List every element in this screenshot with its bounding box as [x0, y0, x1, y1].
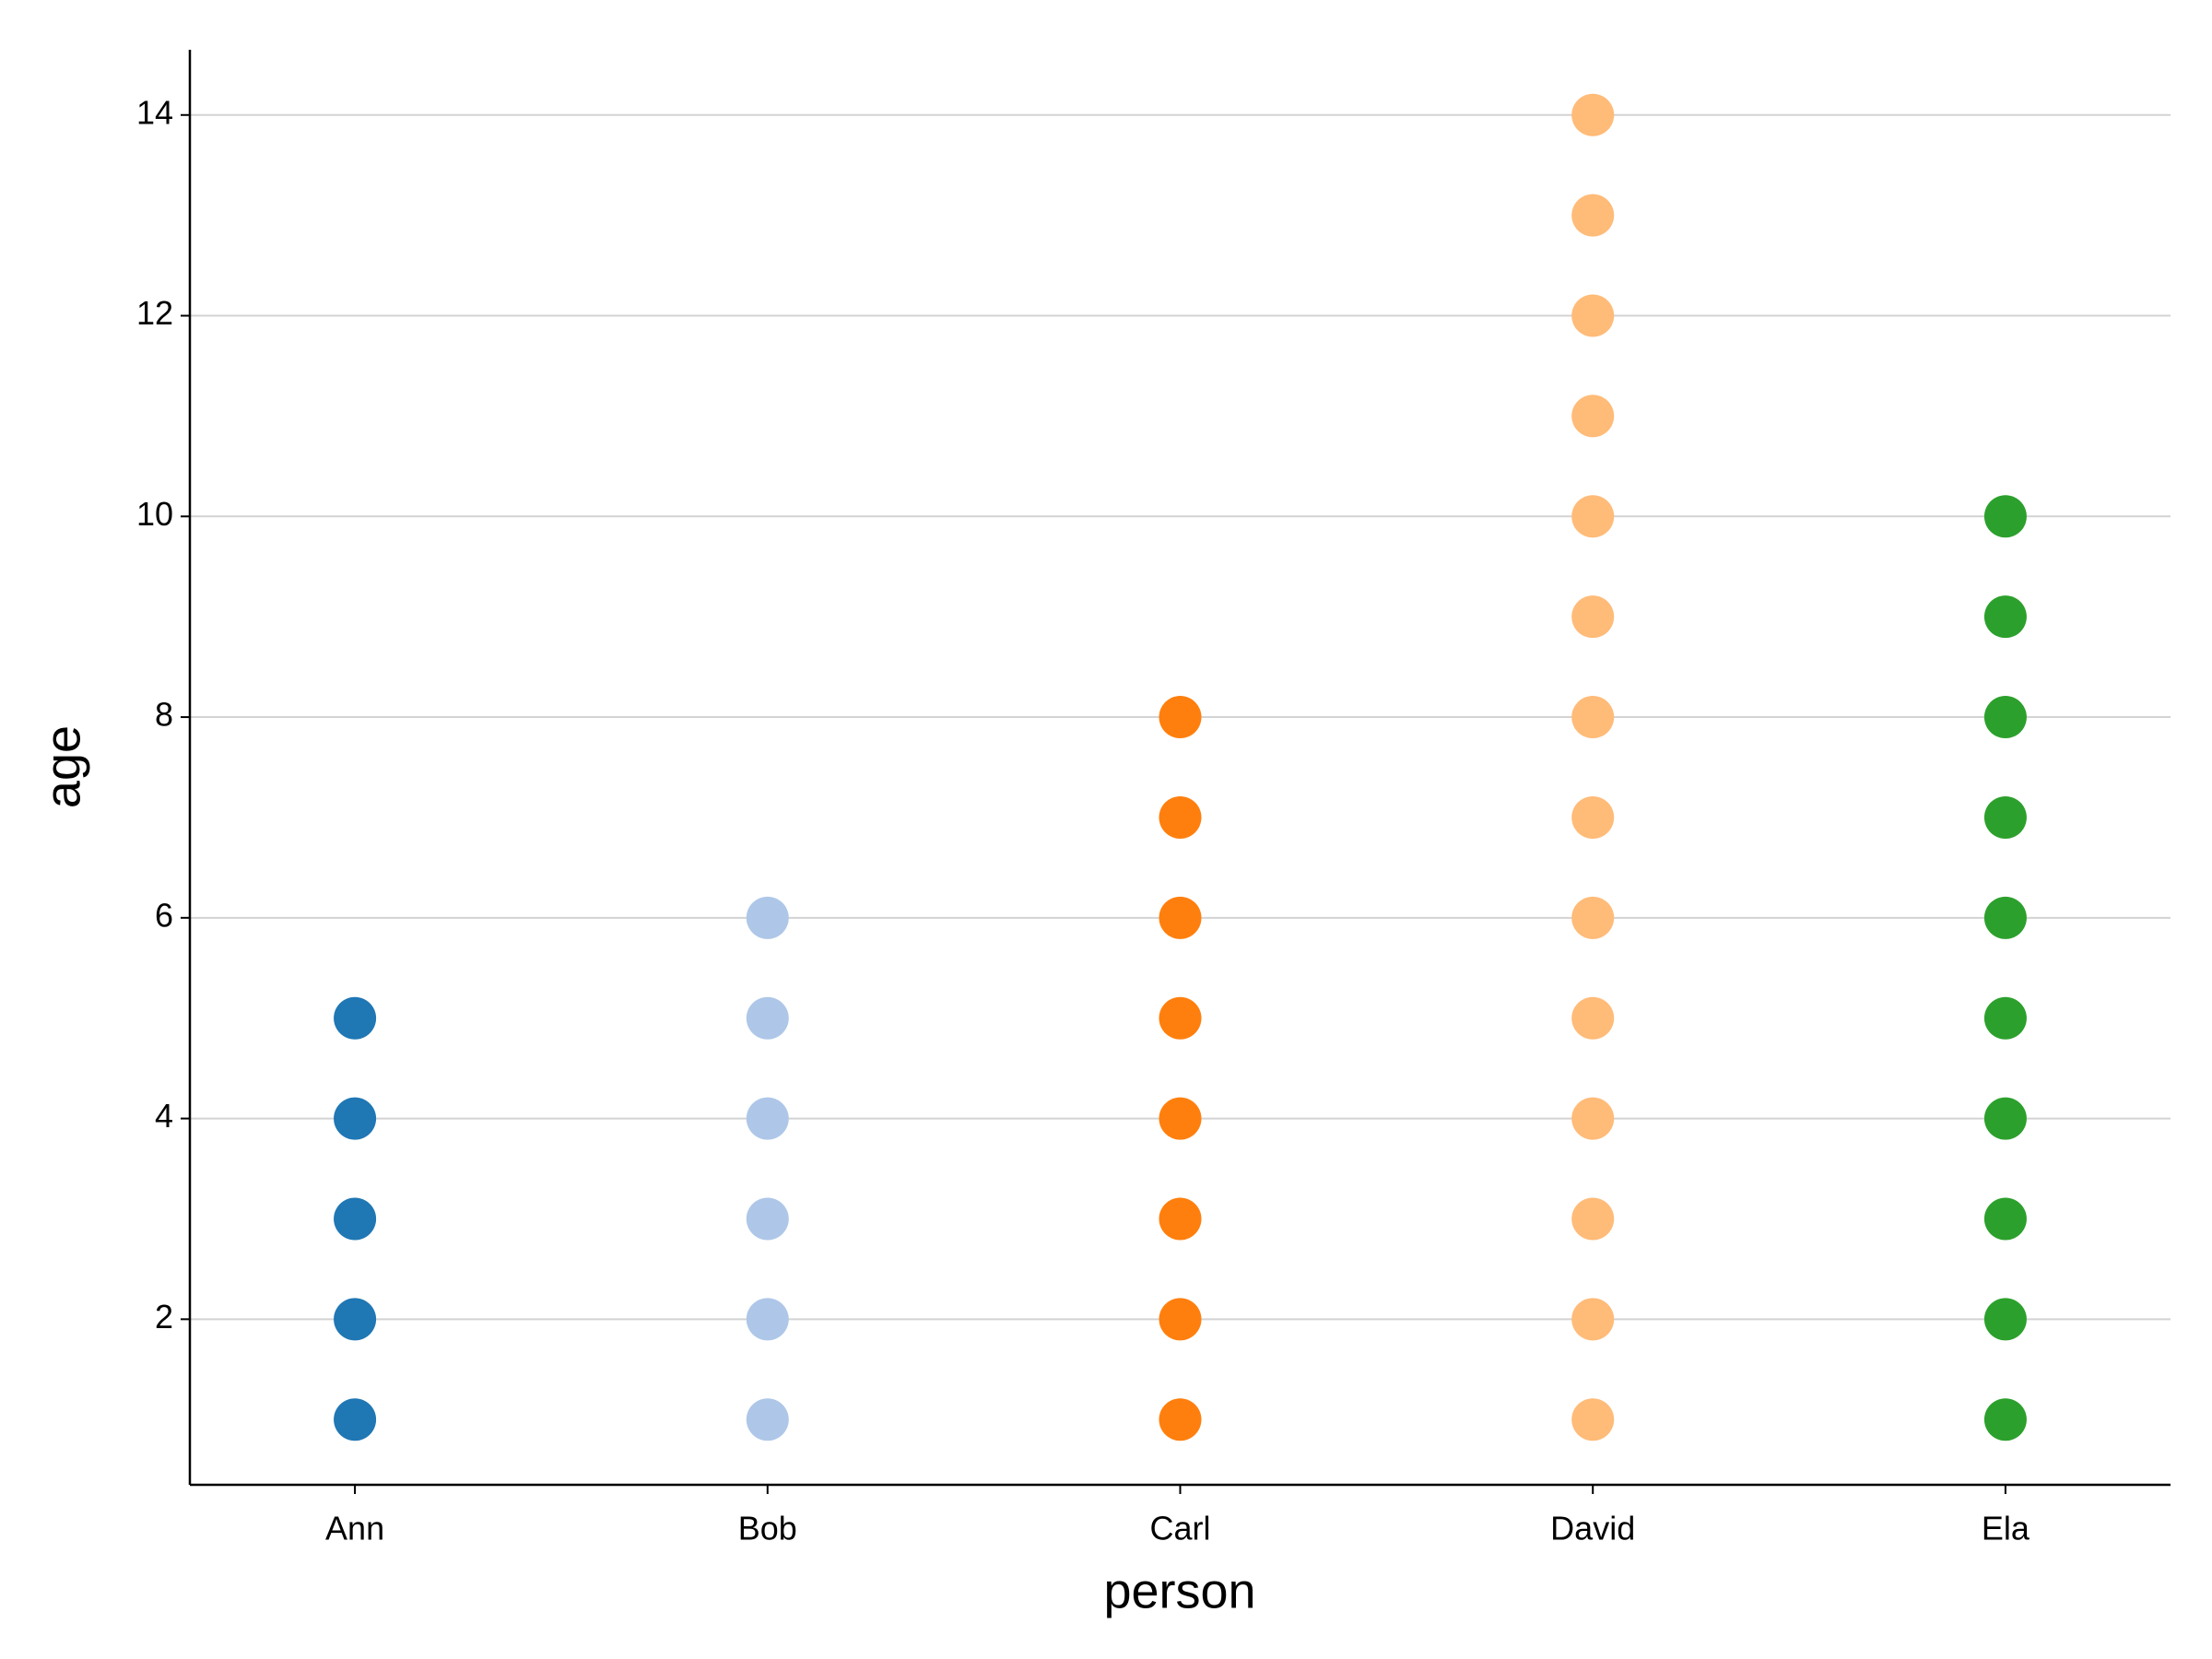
dot: [1159, 1097, 1202, 1140]
dot: [1983, 696, 2027, 739]
x-tick-label: David: [1550, 1510, 1635, 1547]
dot: [1571, 896, 1615, 939]
dot: [1571, 495, 1615, 538]
dot: [1159, 1398, 1202, 1441]
dot: [1159, 996, 1202, 1040]
x-tick-label: Bob: [738, 1510, 797, 1547]
x-tick-label: Ann: [325, 1510, 384, 1547]
dot: [1571, 394, 1615, 438]
dot: [746, 1097, 789, 1140]
dot: [1571, 696, 1615, 739]
dot: [1159, 795, 1202, 839]
y-tick-label: 12: [136, 294, 173, 332]
dot: [746, 896, 789, 939]
y-tick-label: 14: [136, 93, 173, 131]
y-axis-label: age: [35, 725, 90, 808]
dot: [746, 1298, 789, 1341]
dot: [1983, 1197, 2027, 1241]
dot: [1571, 294, 1615, 337]
dot: [334, 1398, 377, 1441]
dot: [1159, 1298, 1202, 1341]
dot: [1571, 194, 1615, 237]
dot: [1571, 93, 1615, 136]
dot: [1571, 1197, 1615, 1241]
x-tick-label: Ela: [1982, 1510, 2030, 1547]
dot: [1571, 795, 1615, 839]
y-tick-label: 4: [155, 1097, 173, 1135]
dot: [1159, 1197, 1202, 1241]
dot: [1159, 896, 1202, 939]
dot: [334, 1097, 377, 1140]
x-axis-label: person: [1103, 1563, 1255, 1618]
dot: [1983, 595, 2027, 639]
y-tick-label: 8: [155, 696, 173, 734]
dot: [1571, 1398, 1615, 1441]
dot: [334, 1197, 377, 1241]
y-tick-label: 6: [155, 896, 173, 934]
dot: [746, 1197, 789, 1241]
dot: [746, 996, 789, 1040]
dot: [1983, 1298, 2027, 1341]
dot: [334, 1298, 377, 1341]
dot: [1571, 1097, 1615, 1140]
dot: [1159, 696, 1202, 739]
y-tick-label: 2: [155, 1298, 173, 1335]
dot: [1983, 795, 2027, 839]
dot: [746, 1398, 789, 1441]
dot: [1983, 896, 2027, 939]
dot: [1571, 1298, 1615, 1341]
x-tick-label: Carl: [1149, 1510, 1210, 1547]
dot: [1571, 595, 1615, 639]
y-tick-label: 10: [136, 495, 173, 533]
dot: [1983, 1398, 2027, 1441]
dot: [1983, 996, 2027, 1040]
dot: [334, 996, 377, 1040]
dot: [1983, 495, 2027, 538]
dot: [1983, 1097, 2027, 1140]
dot: [1571, 996, 1615, 1040]
